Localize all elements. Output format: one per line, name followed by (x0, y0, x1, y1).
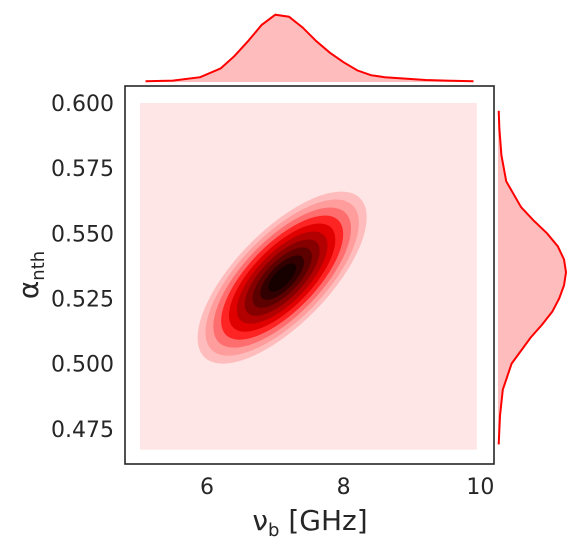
y-tick-label: 0.600 (51, 92, 114, 117)
x-tick-label: 6 (200, 475, 214, 500)
x-axis-label: νb [GHz] (252, 504, 367, 541)
marginal-y-curve (497, 110, 568, 445)
contour-level-10 (268, 263, 297, 292)
y-tick-label: 0.550 (51, 222, 114, 247)
y-tick-label: 0.500 (51, 353, 114, 378)
x-tick-label: 10 (466, 475, 494, 500)
marginal-x-curve (145, 13, 474, 83)
plot-frame (124, 85, 495, 465)
marginal-y-fill (498, 110, 566, 445)
marginal-x-fill (145, 14, 474, 83)
y-tick-label: 0.575 (51, 157, 114, 182)
y-axis-label: αnth (12, 251, 49, 299)
y-tick-label: 0.475 (51, 418, 114, 443)
x-tick-label: 8 (337, 475, 351, 500)
y-tick-label: 0.525 (51, 287, 114, 312)
